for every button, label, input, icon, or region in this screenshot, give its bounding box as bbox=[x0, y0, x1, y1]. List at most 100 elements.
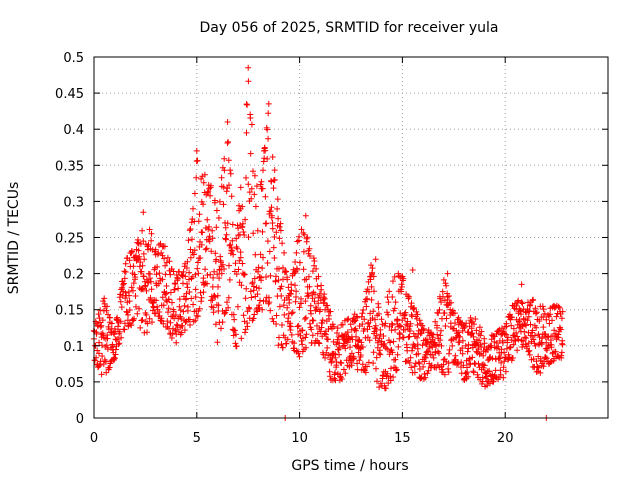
data-point bbox=[495, 343, 502, 350]
data-point bbox=[156, 270, 163, 277]
data-point bbox=[208, 303, 215, 310]
data-point bbox=[254, 308, 261, 315]
data-point bbox=[314, 322, 320, 329]
data-point bbox=[302, 334, 309, 341]
y-tick-label: 0.25 bbox=[55, 232, 84, 247]
data-point bbox=[375, 304, 382, 311]
data-point bbox=[524, 317, 531, 324]
data-point bbox=[308, 310, 314, 317]
data-point bbox=[518, 299, 525, 306]
data-point bbox=[518, 311, 524, 318]
data-point bbox=[455, 329, 462, 336]
data-point bbox=[555, 303, 562, 310]
data-point bbox=[351, 355, 357, 362]
data-point bbox=[187, 322, 193, 328]
data-point bbox=[370, 308, 377, 315]
data-point bbox=[250, 230, 257, 237]
data-point bbox=[183, 265, 190, 271]
data-point bbox=[128, 248, 135, 255]
data-point bbox=[145, 241, 152, 248]
x-tick-labels: 0 5 10 15 20 bbox=[90, 431, 514, 446]
data-point bbox=[353, 333, 359, 340]
data-point bbox=[138, 268, 145, 275]
data-point bbox=[160, 320, 167, 327]
data-point bbox=[264, 238, 271, 245]
data-point bbox=[387, 377, 394, 384]
data-point bbox=[137, 259, 144, 266]
data-point bbox=[165, 309, 171, 316]
data-point bbox=[220, 201, 227, 208]
data-point bbox=[180, 308, 187, 315]
data-point bbox=[237, 254, 244, 261]
data-point bbox=[287, 323, 294, 330]
data-point bbox=[448, 299, 455, 306]
data-point bbox=[514, 333, 521, 340]
data-point bbox=[190, 205, 196, 212]
data-point bbox=[122, 269, 129, 275]
data-point bbox=[400, 275, 407, 282]
data-point bbox=[232, 331, 239, 338]
data-point bbox=[368, 296, 375, 303]
data-point bbox=[363, 303, 370, 310]
data-point bbox=[147, 275, 153, 282]
axis-ticks bbox=[93, 56, 608, 419]
data-point bbox=[244, 323, 251, 330]
data-point bbox=[392, 326, 399, 333]
data-point bbox=[262, 193, 269, 200]
data-point bbox=[553, 313, 560, 320]
data-point bbox=[162, 262, 169, 269]
data-point bbox=[309, 268, 316, 275]
data-point bbox=[132, 293, 139, 299]
data-point bbox=[355, 337, 362, 344]
data-point bbox=[345, 335, 352, 342]
data-point bbox=[351, 318, 357, 325]
data-point bbox=[362, 296, 369, 303]
data-point bbox=[278, 292, 285, 299]
data-point bbox=[224, 299, 230, 306]
data-points bbox=[90, 64, 566, 421]
data-point bbox=[411, 304, 418, 311]
data-point bbox=[542, 354, 549, 361]
data-point bbox=[260, 167, 266, 174]
data-point bbox=[532, 305, 539, 312]
data-point bbox=[223, 231, 230, 238]
data-point bbox=[110, 343, 116, 350]
data-point bbox=[186, 289, 193, 295]
data-point bbox=[132, 276, 138, 283]
data-point bbox=[228, 244, 235, 251]
data-point bbox=[302, 212, 309, 219]
data-point bbox=[227, 167, 234, 174]
data-point bbox=[547, 359, 554, 365]
data-point bbox=[104, 332, 111, 338]
data-point bbox=[396, 335, 403, 342]
data-point bbox=[541, 310, 548, 317]
data-point bbox=[393, 367, 400, 374]
data-point bbox=[240, 229, 247, 235]
data-point bbox=[288, 310, 295, 317]
data-point bbox=[223, 188, 230, 195]
data-point bbox=[382, 320, 389, 327]
data-point bbox=[258, 274, 265, 281]
data-point bbox=[416, 360, 423, 367]
data-point bbox=[455, 360, 462, 367]
data-point bbox=[406, 359, 413, 366]
data-point bbox=[246, 305, 253, 312]
data-point bbox=[250, 315, 257, 322]
data-point bbox=[453, 361, 460, 368]
data-point bbox=[446, 293, 452, 299]
data-point bbox=[248, 195, 255, 202]
data-point bbox=[164, 254, 171, 261]
data-point bbox=[531, 332, 538, 339]
data-point bbox=[253, 183, 260, 190]
data-point bbox=[321, 295, 328, 302]
data-point bbox=[207, 271, 214, 278]
data-point bbox=[140, 273, 147, 280]
data-point bbox=[111, 355, 118, 362]
data-point bbox=[506, 354, 513, 361]
data-point bbox=[213, 224, 220, 231]
data-point bbox=[225, 294, 232, 301]
data-point bbox=[438, 342, 445, 349]
data-point bbox=[459, 345, 466, 352]
data-point bbox=[429, 351, 436, 358]
data-point bbox=[521, 328, 528, 335]
